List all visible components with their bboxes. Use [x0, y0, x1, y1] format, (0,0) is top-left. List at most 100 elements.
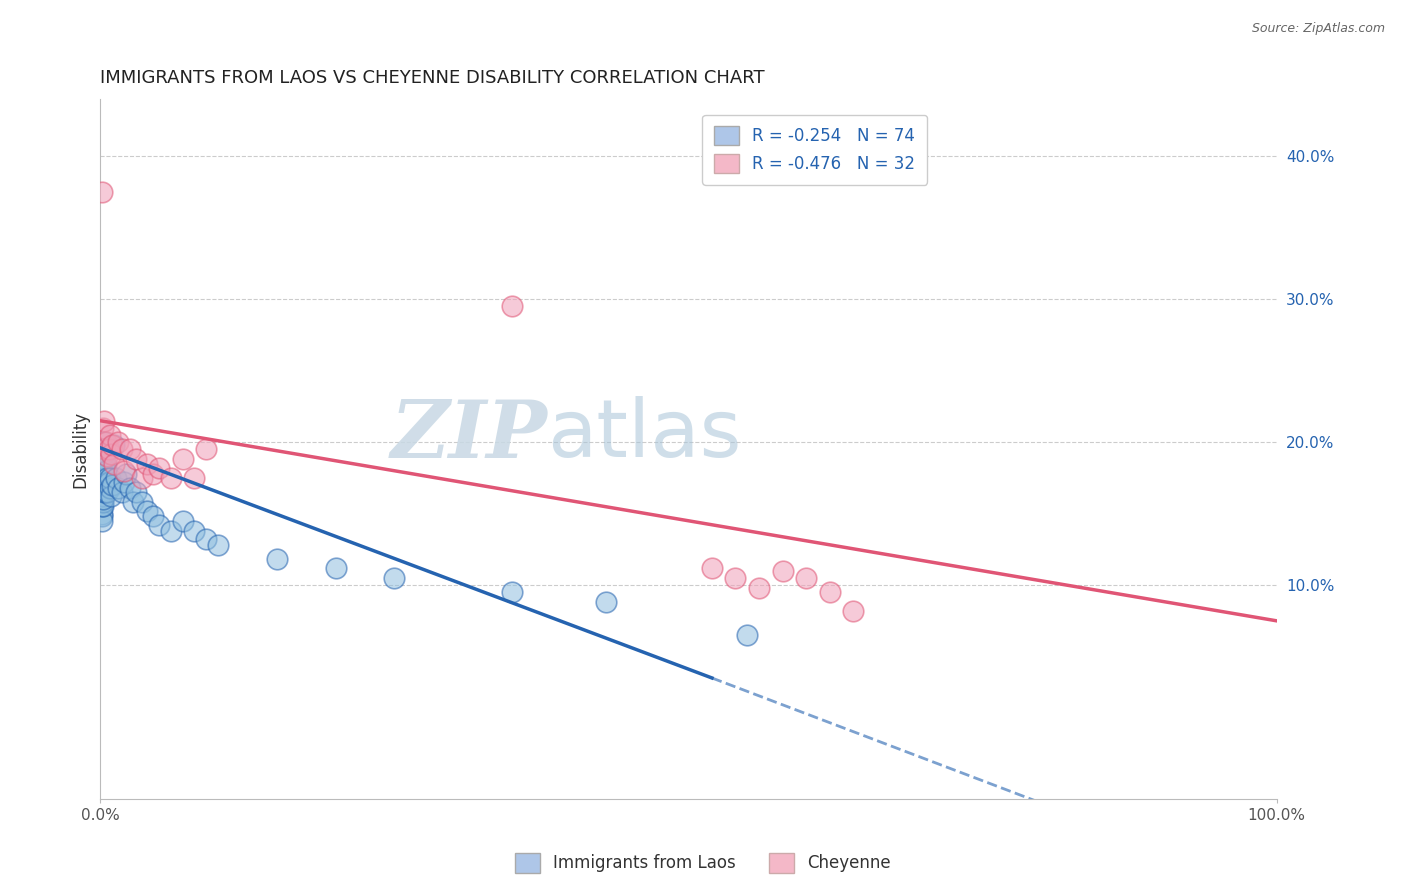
Point [325, 561, 347, 575]
Point [90, 507, 112, 521]
Point [118, 442, 141, 457]
Point [107, 435, 129, 450]
Point [97, 442, 120, 457]
Legend: Immigrants from Laos, Cheyenne: Immigrants from Laos, Cheyenne [508, 847, 898, 880]
Point [115, 467, 138, 481]
Point [91, 492, 114, 507]
Point [501, 585, 523, 599]
Point [91, 421, 114, 435]
Point [90, 475, 112, 490]
Point [104, 471, 127, 485]
Point [160, 524, 183, 538]
Point [96, 485, 118, 500]
Point [172, 452, 194, 467]
Point [90, 490, 112, 504]
Point [136, 504, 159, 518]
Text: Source: ZipAtlas.com: Source: ZipAtlas.com [1251, 22, 1385, 36]
Point [100, 447, 122, 461]
Point [90, 509, 112, 524]
Point [700, 561, 723, 575]
Point [136, 457, 159, 471]
Point [93, 447, 115, 461]
Point [772, 564, 794, 578]
Point [96, 435, 118, 450]
Point [98, 471, 121, 485]
Point [90, 514, 112, 528]
Point [91, 495, 114, 509]
Point [595, 595, 617, 609]
Point [112, 464, 135, 478]
Point [735, 628, 758, 642]
Y-axis label: Disability: Disability [72, 410, 89, 488]
Point [818, 585, 841, 599]
Point [172, 514, 194, 528]
Point [142, 467, 165, 481]
Text: IMMIGRANTS FROM LAOS VS CHEYENNE DISABILITY CORRELATION CHART: IMMIGRANTS FROM LAOS VS CHEYENNE DISABIL… [100, 69, 765, 87]
Point [195, 533, 218, 547]
Point [90, 481, 112, 495]
Point [148, 518, 170, 533]
Point [90, 471, 112, 485]
Point [384, 571, 406, 585]
Point [118, 481, 141, 495]
Point [103, 457, 125, 471]
Point [90, 469, 112, 483]
Point [91, 478, 114, 492]
Point [93, 414, 115, 428]
Point [91, 471, 114, 485]
Point [96, 464, 118, 478]
Point [101, 438, 124, 452]
Point [110, 485, 132, 500]
Point [794, 571, 817, 585]
Point [97, 475, 120, 490]
Point [100, 490, 122, 504]
Point [183, 524, 205, 538]
Point [122, 495, 145, 509]
Point [90, 467, 112, 481]
Point [91, 500, 114, 514]
Point [842, 604, 865, 618]
Point [93, 435, 115, 450]
Point [90, 488, 112, 502]
Point [107, 481, 129, 495]
Point [110, 442, 132, 457]
Point [91, 475, 114, 490]
Text: atlas: atlas [547, 396, 742, 475]
Point [124, 452, 146, 467]
Point [96, 457, 118, 471]
Point [91, 471, 114, 485]
Point [90, 478, 112, 492]
Point [91, 490, 114, 504]
Point [90, 483, 112, 497]
Point [90, 185, 112, 199]
Point [93, 452, 115, 467]
Point [124, 485, 146, 500]
Point [96, 475, 118, 490]
Point [93, 442, 115, 457]
Point [94, 485, 117, 500]
Point [112, 475, 135, 490]
Point [91, 481, 114, 495]
Point [207, 538, 229, 552]
Point [96, 450, 118, 464]
Point [131, 495, 153, 509]
Point [90, 495, 112, 509]
Point [94, 478, 117, 492]
Point [93, 467, 115, 481]
Point [98, 428, 121, 442]
Point [90, 461, 112, 475]
Point [131, 471, 153, 485]
Point [183, 471, 205, 485]
Point [142, 509, 165, 524]
Point [94, 442, 117, 457]
Point [148, 461, 170, 475]
Point [93, 485, 115, 500]
Point [90, 500, 112, 514]
Point [91, 485, 114, 500]
Point [96, 471, 118, 485]
Point [748, 581, 770, 595]
Point [101, 478, 124, 492]
Point [93, 457, 115, 471]
Text: ZIP: ZIP [391, 397, 547, 474]
Legend: R = -0.254   N = 74, R = -0.476   N = 32: R = -0.254 N = 74, R = -0.476 N = 32 [703, 114, 927, 185]
